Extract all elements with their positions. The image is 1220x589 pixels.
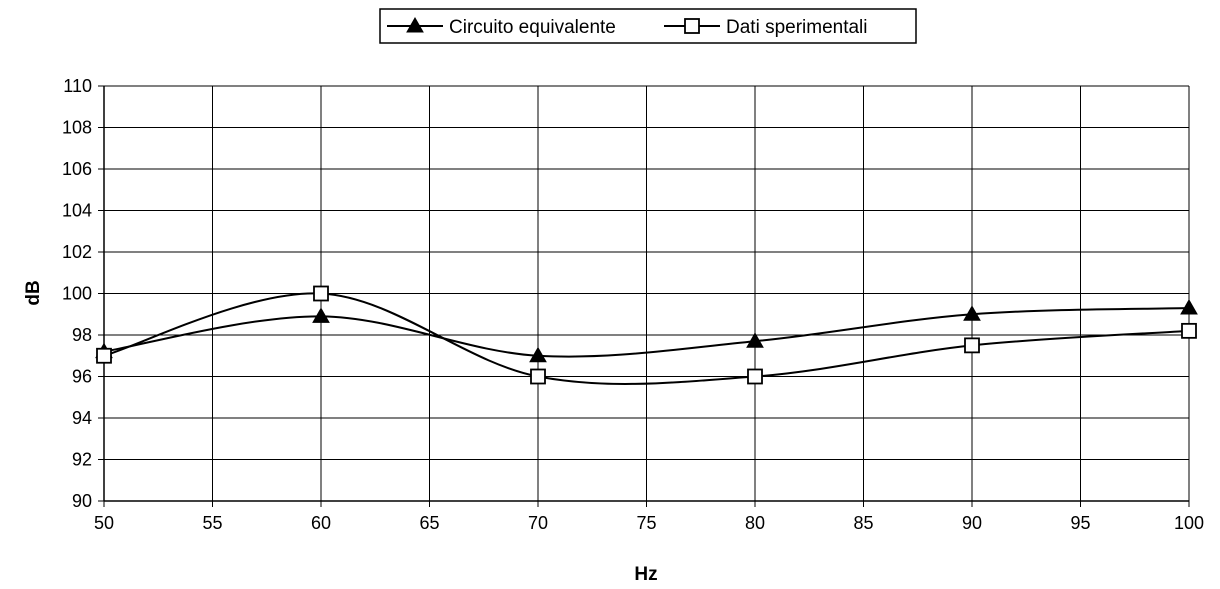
x-tick-label: 55: [202, 513, 222, 533]
y-tick-label: 96: [72, 367, 92, 387]
y-tick-label: 92: [72, 450, 92, 470]
x-tick-label: 65: [419, 513, 439, 533]
data-point: [964, 337, 980, 354]
data-point: [746, 332, 764, 348]
x-tick-label: 60: [311, 513, 331, 533]
y-tick-label: 104: [62, 201, 92, 221]
y-axis-title: dB: [23, 280, 44, 305]
x-tick-label: 70: [528, 513, 548, 533]
legend-marker: [406, 16, 424, 33]
data-point: [529, 346, 547, 363]
data-point: [747, 368, 763, 385]
x-tick-label: 50: [94, 513, 114, 533]
x-tick-label: 95: [1070, 513, 1090, 533]
y-tick-label: 98: [72, 325, 92, 345]
series-layer: [95, 285, 1198, 385]
data-point: [313, 285, 329, 302]
data-point: [1181, 322, 1197, 339]
x-tick-label: 80: [745, 513, 765, 533]
series-line: [103, 292, 1190, 385]
y-tick-label: 94: [72, 408, 92, 428]
data-point: [312, 307, 330, 323]
y-tick-label: 108: [62, 118, 92, 138]
data-point: [963, 305, 981, 321]
legend-box: [379, 8, 917, 44]
y-tick-label: 90: [72, 491, 92, 511]
y-tick-label: 100: [62, 284, 92, 304]
grid: [103, 85, 1190, 502]
legend-items: Circuito equivalente Dati sperimentali: [387, 16, 868, 38]
y-tick-labels: 90 92 94 96 98 100 102 104 106 108 110: [62, 76, 92, 511]
legend-item: Dati sperimentali: [664, 17, 868, 38]
legend: Circuito equivalente Dati sperimentali: [379, 8, 917, 44]
y-tick-label: 110: [63, 76, 92, 96]
x-tick-label: 75: [636, 513, 656, 533]
x-tick-labels: 50 55 60 65 70 75 80 85 90 95 100: [94, 513, 1204, 533]
data-point: [530, 368, 546, 385]
axes: [98, 85, 1190, 507]
y-tick-label: 106: [62, 159, 92, 179]
data-point: [1180, 299, 1198, 315]
legend-marker: [684, 18, 700, 34]
legend-label: Circuito equivalente: [449, 17, 616, 38]
x-tick-label: 100: [1174, 513, 1204, 533]
data-point: [96, 347, 112, 364]
x-tick-label: 90: [962, 513, 982, 533]
x-tick-label: 85: [853, 513, 873, 533]
y-tick-label: 102: [62, 242, 92, 262]
series-line: [103, 307, 1190, 358]
legend-label: Dati sperimentali: [726, 17, 868, 38]
series-2: [96, 285, 1197, 385]
legend-item: Circuito equivalente: [387, 16, 616, 38]
x-axis-title: Hz: [634, 564, 657, 585]
